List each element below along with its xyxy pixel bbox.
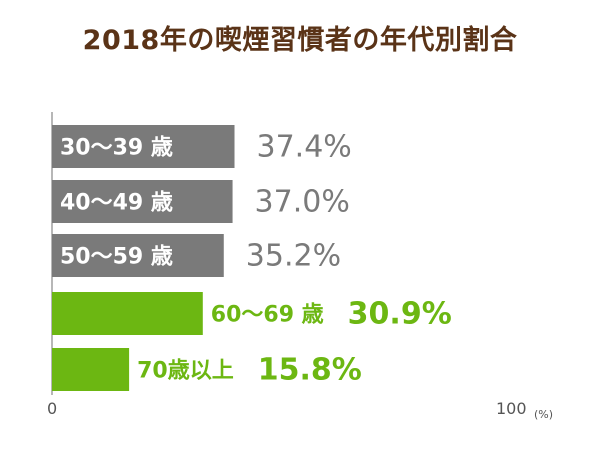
value-label-2: 37.0% <box>255 185 350 220</box>
bar-5 <box>52 348 130 391</box>
category-label-3: 50〜59 歳 <box>60 245 173 270</box>
x-tick-label-100: 100 <box>496 399 527 418</box>
value-label-3: 35.2% <box>246 239 341 274</box>
bar-3 <box>52 234 224 277</box>
value-label-1: 37.4% <box>257 130 352 165</box>
category-label-1: 30〜39 歳 <box>60 136 173 161</box>
bar-1 <box>52 125 235 168</box>
chart-title: 2018年の喫煙習慣者の年代別割合 <box>82 25 518 56</box>
category-label-4: 60〜69 歳 <box>211 303 324 328</box>
value-label-4: 30.9% <box>348 297 452 332</box>
x-tick-label-0: 0 <box>47 399 57 418</box>
category-label-5: 70歳以上 <box>137 359 234 384</box>
value-label-5: 15.8% <box>258 353 362 388</box>
bar-4 <box>52 292 203 335</box>
x-axis-unit-label: (%) <box>534 408 553 421</box>
bar-2 <box>52 180 233 223</box>
category-label-2: 40〜49 歳 <box>60 191 173 216</box>
